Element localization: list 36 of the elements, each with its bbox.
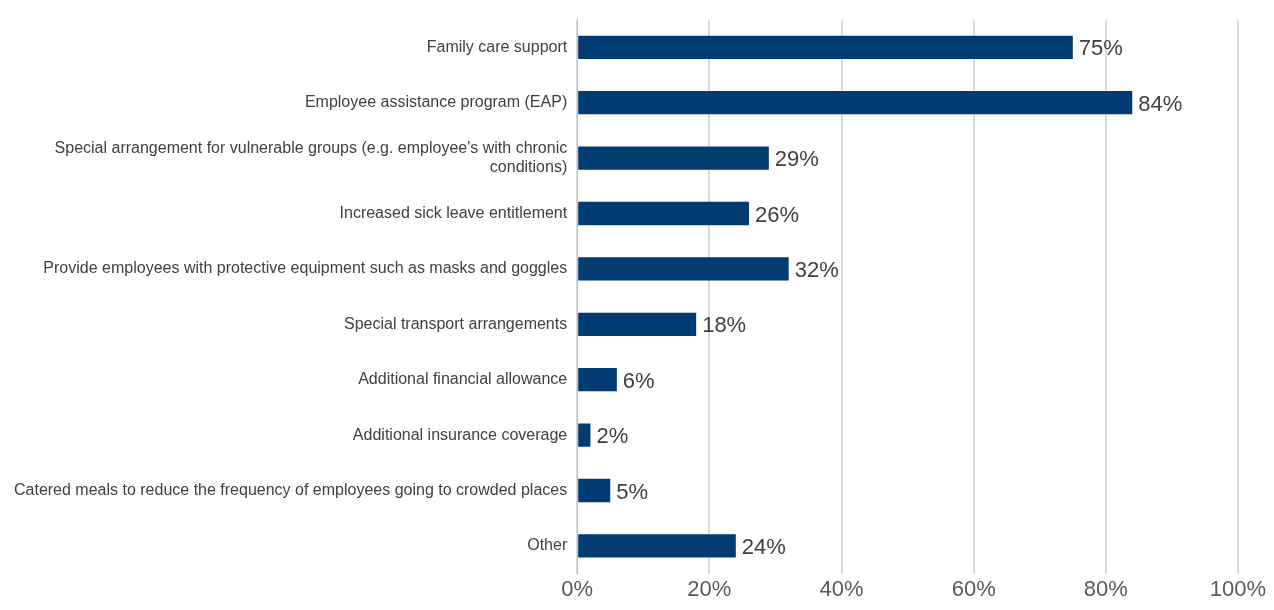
data-label: 24%	[741, 533, 786, 559]
data-label: 32%	[794, 256, 839, 282]
bar	[578, 91, 1133, 115]
y-tick-label: Other	[527, 536, 568, 554]
data-label: 6%	[622, 367, 655, 393]
bar	[578, 423, 591, 447]
data-label: 26%	[755, 201, 800, 227]
data-label: 2%	[596, 423, 629, 449]
x-tick-label: 80%	[1083, 575, 1128, 601]
y-tick-label: Catered meals to reduce the frequency of employees going to crowded places	[13, 480, 568, 498]
y-tick-label: Additional financial allowance	[358, 370, 568, 388]
x-tick-label: 40%	[819, 575, 864, 601]
bar	[578, 534, 736, 558]
y-tick-label: Special transport arrangements	[343, 314, 568, 332]
bar	[578, 257, 789, 281]
data-label: 84%	[1138, 90, 1183, 116]
bar	[578, 478, 611, 503]
data-label: 75%	[1078, 35, 1123, 61]
bar	[578, 146, 769, 170]
data-label: 29%	[774, 146, 819, 172]
x-tick-label: 20%	[687, 575, 732, 601]
y-tick-label: Family care support	[426, 37, 568, 55]
data-label: 5%	[616, 478, 649, 504]
y-tick-label: Additional insurance coverage	[352, 425, 568, 443]
bar	[578, 35, 1073, 59]
bar	[578, 312, 697, 336]
y-tick-label: Increased sick leave entitlement	[339, 203, 568, 221]
x-tick-label: 60%	[951, 575, 996, 601]
x-tick-label: 0%	[561, 575, 594, 601]
y-tick-label: Provide employees with protective equipment such as masks and goggles	[43, 259, 568, 277]
x-tick-label: 100%	[1209, 575, 1267, 601]
bar	[578, 368, 617, 392]
bar	[578, 201, 750, 226]
y-tick-label: Employee assistance program (EAP)	[304, 93, 568, 111]
data-label: 18%	[702, 312, 747, 338]
y-tick-label: Special arrangement for vulnerable groups (e.g. employee's with chronic conditions)	[54, 138, 568, 176]
